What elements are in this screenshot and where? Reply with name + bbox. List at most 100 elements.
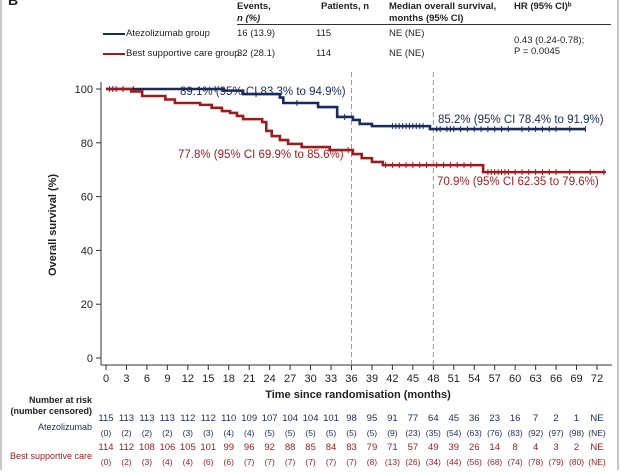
censored-count: (26) <box>405 457 421 467</box>
at-risk-count: 57 <box>407 442 419 453</box>
censored-count: (35) <box>425 428 441 438</box>
p-value: P = 0.0045 <box>514 46 561 57</box>
patients-bsc: 114 <box>316 48 332 59</box>
censored-count: (2) <box>121 457 132 467</box>
censored-count: (4) <box>182 457 194 467</box>
x-tick-label: 27 <box>284 373 296 385</box>
censored-count: (2) <box>141 428 153 438</box>
at-risk-count: 108 <box>138 442 155 453</box>
censored-count: (79) <box>548 457 564 467</box>
x-tick-label: 0 <box>103 373 109 385</box>
header-median-line2: months (95% CI) <box>389 13 464 24</box>
risk-row-label-bsc: Best supportive care <box>9 451 92 461</box>
at-risk-count: 16 <box>509 413 521 424</box>
at-risk-count: 3 <box>553 442 559 453</box>
risk-title-line2: (number censored) <box>10 406 92 416</box>
at-risk-count: 113 <box>159 413 175 424</box>
y-tick-label: 40 <box>81 245 93 257</box>
y-tick-label: 0 <box>87 353 93 365</box>
at-risk-count: 107 <box>261 413 278 424</box>
header-events-line1: Events, <box>237 1 271 12</box>
at-risk-count: 2 <box>573 442 580 453</box>
censored-count: (9) <box>387 428 398 438</box>
at-risk-count: 96 <box>243 442 255 453</box>
at-risk-count: 112 <box>118 442 135 453</box>
at-risk-count: NE <box>590 413 604 424</box>
censored-count: (54) <box>446 428 462 438</box>
censored-count: (5) <box>346 428 357 438</box>
x-tick-label: 6 <box>144 373 150 385</box>
censored-count: (3) <box>182 428 194 438</box>
header-events: Events, n (%) <box>237 1 271 25</box>
censored-count: (34) <box>425 457 441 467</box>
censored-count: (7) <box>305 457 316 467</box>
at-risk-count: 110 <box>221 413 237 424</box>
at-risk-count: 101 <box>200 442 217 453</box>
x-tick-label: 21 <box>243 373 255 385</box>
at-risk-count: 1 <box>573 413 580 424</box>
at-risk-count: 109 <box>241 413 258 424</box>
censored-count: (78) <box>528 457 544 467</box>
x-tick-label: 18 <box>223 373 235 385</box>
x-tick-label: 63 <box>530 373 542 385</box>
at-risk-count: 114 <box>98 442 114 453</box>
censored-count: (5) <box>325 428 337 438</box>
median-bsc: NE (NE) <box>389 48 425 59</box>
km-curve-atezolizumab <box>106 87 586 131</box>
at-risk-count: 92 <box>264 442 275 453</box>
censored-count: (7) <box>264 457 275 467</box>
at-risk-count: 14 <box>489 442 500 453</box>
censored-count: (3) <box>141 457 153 467</box>
at-risk-count: 45 <box>448 413 460 424</box>
x-tick-label: 48 <box>427 373 439 385</box>
legend-line-atezolizumab <box>103 33 125 35</box>
risk-title-line1: Number at risk <box>28 395 92 405</box>
x-tick-label: 51 <box>448 373 460 385</box>
x-tick-label: 36 <box>345 373 357 385</box>
survival-annotation: 89.1% (95% CI 83.3% to 94.9%) <box>180 86 346 98</box>
legend-label-atezolizumab: Atezolizumab group <box>126 28 210 39</box>
x-tick-label: 9 <box>164 373 170 385</box>
at-risk-count: 8 <box>512 442 518 453</box>
x-tick-label: 33 <box>325 373 337 385</box>
at-risk-count: 99 <box>223 442 235 453</box>
censored-count: (44) <box>446 457 462 467</box>
censored-count: (0) <box>100 428 112 438</box>
censored-count: (5) <box>366 428 378 438</box>
censored-count: (6) <box>223 457 234 467</box>
x-tick-label: 45 <box>407 373 419 385</box>
at-risk-count: 88 <box>284 442 296 453</box>
at-risk-count: 104 <box>282 413 299 424</box>
censored-count: (4) <box>162 457 173 467</box>
panel-label: B <box>8 0 19 8</box>
header-median: Median overall survival, months (95% CI) <box>389 1 496 25</box>
at-risk-count: 79 <box>366 442 378 453</box>
table-header-rule <box>237 24 611 25</box>
at-risk-count: 112 <box>200 413 216 424</box>
at-risk-count: 113 <box>118 413 135 424</box>
risk-table-title: Number at risk (number censored) <box>6 395 92 417</box>
x-axis-label: Time since randomisation (months) <box>265 389 451 401</box>
censored-count: (2) <box>121 428 132 438</box>
x-tick-label: 39 <box>366 373 378 385</box>
at-risk-count: 49 <box>428 442 439 453</box>
x-tick-label: 54 <box>468 373 480 385</box>
at-risk-count: 83 <box>346 442 357 453</box>
censored-count: (7) <box>325 457 337 467</box>
at-risk-count: 26 <box>468 442 480 453</box>
censored-count: (5) <box>264 428 275 438</box>
at-risk-count: 71 <box>387 442 398 453</box>
x-tick-label: 66 <box>550 373 562 385</box>
at-risk-count: 77 <box>407 413 419 424</box>
at-risk-count: 64 <box>428 413 439 424</box>
x-tick-label: 24 <box>264 373 276 385</box>
censored-count: (80) <box>568 457 585 467</box>
at-risk-count: 104 <box>302 413 319 424</box>
y-tick-label: 80 <box>81 138 93 150</box>
censored-count: (7) <box>244 457 255 467</box>
censored-count: (13) <box>384 457 400 467</box>
censored-count: (98) <box>568 428 585 438</box>
censored-count: (4) <box>223 428 234 438</box>
